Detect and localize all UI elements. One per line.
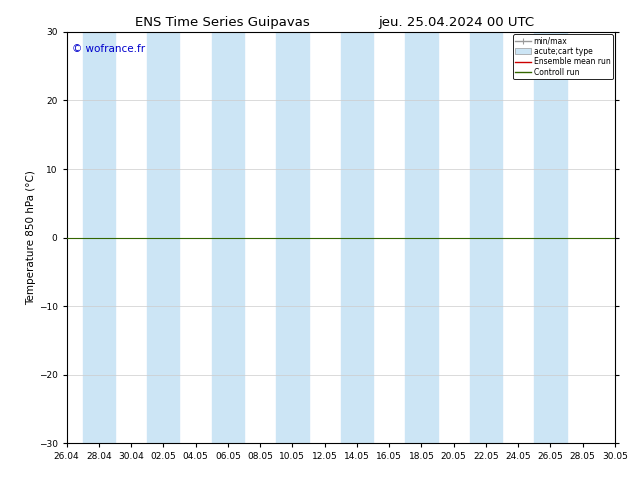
Y-axis label: Temperature 850 hPa (°C): Temperature 850 hPa (°C): [26, 170, 36, 305]
Legend: min/max, acute;cart type, Ensemble mean run, Controll run: min/max, acute;cart type, Ensemble mean …: [513, 34, 612, 79]
Bar: [534, 32, 567, 443]
Text: jeu. 25.04.2024 00 UTC: jeu. 25.04.2024 00 UTC: [378, 16, 534, 29]
Bar: [341, 32, 373, 443]
Text: ENS Time Series Guipavas: ENS Time Series Guipavas: [134, 16, 309, 29]
Bar: [405, 32, 437, 443]
Bar: [212, 32, 244, 443]
Bar: [82, 32, 115, 443]
Text: © wofrance.fr: © wofrance.fr: [72, 44, 145, 54]
Bar: [147, 32, 179, 443]
Bar: [470, 32, 502, 443]
Bar: [276, 32, 309, 443]
